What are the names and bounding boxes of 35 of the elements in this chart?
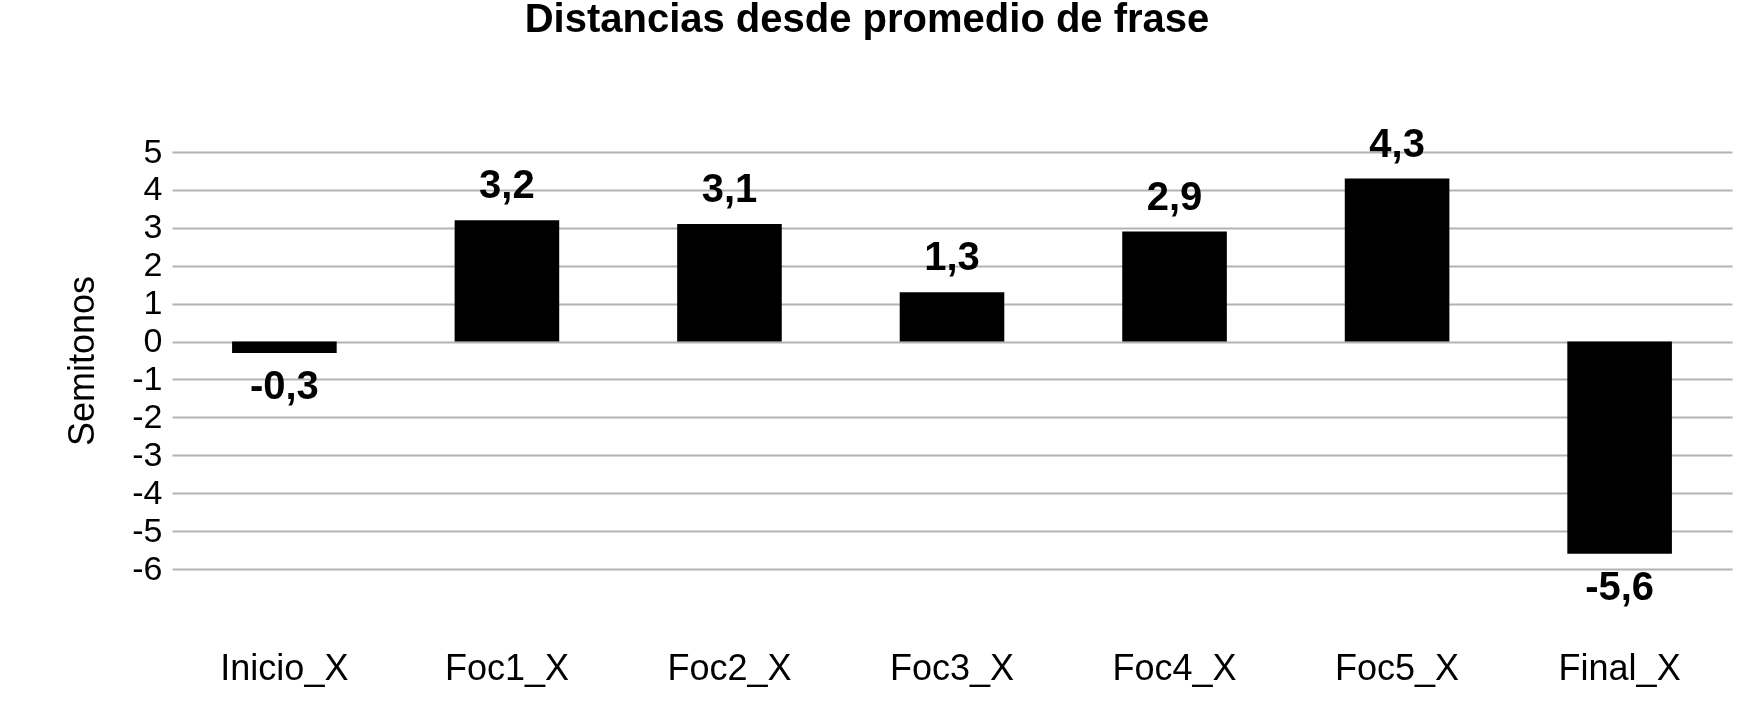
y-axis-title: Semitonos <box>61 275 103 447</box>
y-tick-label: -1 <box>132 358 163 397</box>
y-tick-label: -2 <box>132 396 163 435</box>
data-label: 4,3 <box>1369 120 1425 165</box>
data-label: -5,6 <box>1585 563 1655 608</box>
x-tick-label: Foc5_X <box>1335 646 1460 688</box>
chart-title: Distancias desde promedio de frase <box>524 0 1210 40</box>
data-label: 3,2 <box>479 162 535 207</box>
data-label: 2,9 <box>1146 173 1203 218</box>
x-tick-label: Foc4_X <box>1112 646 1237 688</box>
y-tick-label: 0 <box>143 321 163 360</box>
bar <box>899 292 1005 342</box>
y-tick-label: 2 <box>143 245 163 284</box>
x-tick-label: Foc2_X <box>667 646 792 688</box>
bar <box>1567 341 1672 554</box>
x-tick-label: Foc3_X <box>889 646 1015 688</box>
y-tick-label: 4 <box>143 169 163 208</box>
y-tick-label: 5 <box>143 131 163 170</box>
bar <box>232 341 337 353</box>
y-tick-label: -6 <box>132 548 163 587</box>
bar <box>454 220 560 342</box>
data-label: 3,1 <box>701 166 758 211</box>
x-tick-label: Inicio_X <box>220 646 349 688</box>
bar <box>1122 231 1227 342</box>
y-tick-label: 1 <box>143 283 163 322</box>
bar <box>1344 178 1450 342</box>
y-tick-label: 3 <box>143 207 163 246</box>
y-tick-label: -5 <box>132 510 163 549</box>
data-label: 1,3 <box>924 234 980 279</box>
data-label: -0,3 <box>249 362 319 407</box>
x-tick-label: Final_X <box>1558 646 1681 688</box>
y-tick-label: -3 <box>132 434 163 473</box>
x-tick-label: Foc1_X <box>444 646 569 688</box>
y-tick-label: -4 <box>132 472 163 511</box>
bar <box>677 224 782 342</box>
